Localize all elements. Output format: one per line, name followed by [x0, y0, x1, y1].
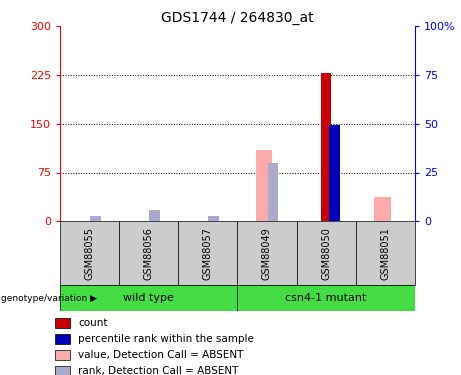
Text: value, Detection Call = ABSENT: value, Detection Call = ABSENT: [78, 350, 243, 360]
Text: wild type: wild type: [123, 293, 174, 303]
Bar: [327, 172, 337, 221]
Bar: [178, 221, 237, 285]
Text: GSM88051: GSM88051: [380, 226, 390, 280]
Bar: [90, 216, 101, 221]
Bar: [237, 285, 415, 311]
Bar: [267, 163, 278, 221]
Bar: [256, 150, 272, 221]
Text: percentile rank within the sample: percentile rank within the sample: [78, 334, 254, 344]
Bar: [321, 73, 331, 221]
Text: rank, Detection Call = ABSENT: rank, Detection Call = ABSENT: [78, 366, 238, 375]
Bar: [356, 221, 415, 285]
Bar: [119, 221, 178, 285]
Text: genotype/variation ▶: genotype/variation ▶: [1, 294, 97, 303]
Bar: [296, 221, 356, 285]
Bar: [149, 210, 160, 221]
Text: GSM88055: GSM88055: [84, 226, 95, 280]
Text: GSM88056: GSM88056: [144, 226, 154, 280]
Bar: [60, 221, 119, 285]
Bar: [374, 196, 390, 221]
Bar: [237, 221, 296, 285]
Text: GSM88050: GSM88050: [321, 226, 331, 280]
Text: csn4-1 mutant: csn4-1 mutant: [285, 293, 367, 303]
Bar: [54, 334, 70, 344]
Bar: [208, 216, 219, 221]
Text: GSM88057: GSM88057: [203, 226, 213, 280]
Bar: [329, 125, 340, 221]
Title: GDS1744 / 264830_at: GDS1744 / 264830_at: [161, 11, 314, 25]
Bar: [54, 350, 70, 360]
Text: count: count: [78, 318, 107, 328]
Bar: [54, 318, 70, 328]
Bar: [54, 366, 70, 375]
Text: GSM88049: GSM88049: [262, 227, 272, 279]
Bar: [60, 285, 237, 311]
